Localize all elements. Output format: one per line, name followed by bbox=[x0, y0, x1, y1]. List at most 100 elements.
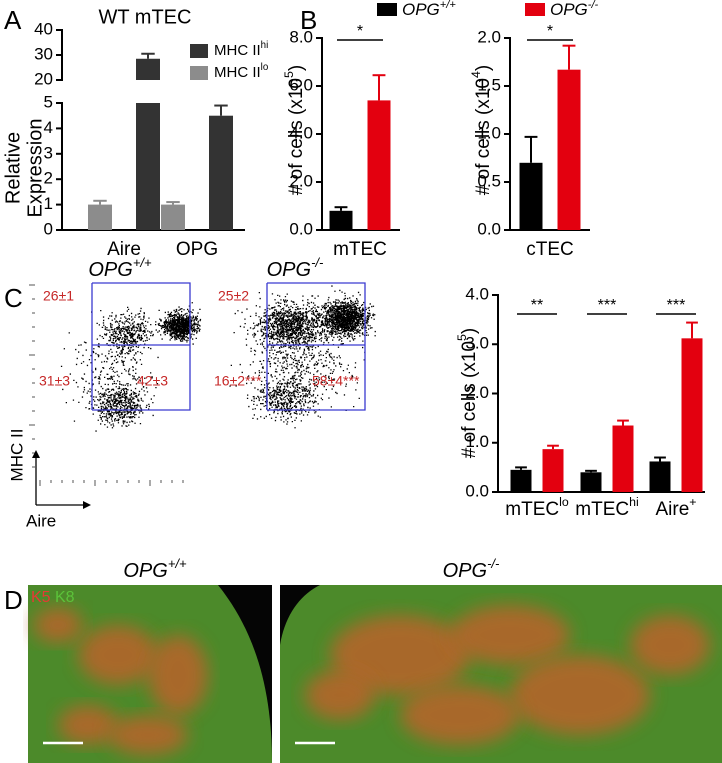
y-tick-label: 5 bbox=[44, 92, 53, 111]
tissue-region bbox=[400, 685, 520, 745]
stain-label: K5 bbox=[31, 589, 51, 606]
y-tick-label: 4 bbox=[44, 118, 53, 137]
y-tick-label: 2.0 bbox=[477, 27, 501, 46]
bar bbox=[136, 58, 160, 80]
legend-swatch bbox=[525, 3, 545, 16]
x-tick-label-part: mTEC bbox=[575, 499, 629, 520]
panel-letter: C bbox=[4, 283, 23, 313]
y-axis-label: # of cells (x105) bbox=[282, 65, 307, 195]
y-axis-label-part: # of cells (x10 bbox=[459, 341, 480, 458]
y-tick-label: 4.0 bbox=[289, 123, 313, 142]
y-axis-label: Relative bbox=[2, 132, 24, 204]
significance-label: *** bbox=[667, 297, 686, 314]
y-axis-label-sup: 5 bbox=[282, 71, 296, 78]
legend-label-part: MHC II bbox=[214, 64, 261, 81]
x-tick-label: mTEChi bbox=[575, 495, 638, 520]
bar bbox=[580, 472, 602, 492]
significance-label: *** bbox=[598, 297, 617, 314]
bar bbox=[649, 461, 671, 492]
flow-dots bbox=[229, 285, 376, 429]
flow-dots bbox=[60, 302, 202, 432]
gate bbox=[267, 282, 366, 411]
gate-label: 25±2 bbox=[218, 288, 249, 304]
y-tick-label: 8.0 bbox=[289, 27, 313, 46]
legend-swatch bbox=[190, 44, 208, 58]
flow-y-label: MHC II bbox=[7, 429, 26, 482]
plot-title-sup: -/- bbox=[311, 255, 324, 270]
x-tick-label: Aire+ bbox=[655, 495, 696, 520]
legend-label: MHC IIhi bbox=[214, 40, 268, 59]
y-axis-label-part: # of cells (x10 bbox=[473, 78, 494, 195]
gate-label: 26±1 bbox=[43, 288, 74, 304]
stain-label: K8 bbox=[55, 589, 75, 606]
y-axis-label-sup: 5 bbox=[455, 334, 469, 341]
tissue-region bbox=[330, 615, 470, 695]
bar bbox=[612, 425, 634, 492]
legend-label-sup: lo bbox=[261, 62, 269, 73]
x-tick-label: OPG bbox=[176, 239, 218, 260]
y-tick-label: 1.5 bbox=[477, 75, 501, 94]
x-tick-label-part: mTEC bbox=[505, 499, 559, 520]
y-axis-label: Expression bbox=[24, 119, 46, 218]
legend-label-sup: -/- bbox=[588, 0, 599, 11]
tissue-region bbox=[305, 670, 375, 720]
panel-letter: D bbox=[4, 585, 23, 615]
y-tick-label: 40 bbox=[34, 19, 53, 38]
y-axis-label-part: ) bbox=[473, 65, 494, 71]
bar bbox=[519, 162, 543, 230]
image-title: OPG+/+ bbox=[123, 556, 187, 582]
y-tick-label: 0.5 bbox=[477, 171, 501, 190]
y-axis-label: # of cells (x105) bbox=[455, 328, 480, 458]
legend-label: MHC IIlo bbox=[214, 62, 269, 81]
legend-swatch bbox=[190, 66, 208, 80]
legend-label-sup: +/+ bbox=[440, 0, 457, 11]
y-tick-label: 3.0 bbox=[465, 334, 489, 353]
y-axis-label-part: # of cells (x10 bbox=[286, 78, 307, 195]
chart-title: WT mTEC bbox=[99, 6, 192, 28]
gate-label: 58±4*** bbox=[312, 373, 360, 389]
y-tick-label: 2.0 bbox=[465, 383, 489, 402]
image-title: OPG-/- bbox=[443, 556, 500, 582]
gate-label: 31±3 bbox=[39, 373, 70, 389]
bar bbox=[209, 115, 233, 230]
legend-label-part: OPG bbox=[550, 0, 588, 19]
y-tick-label: 0.0 bbox=[289, 219, 313, 238]
y-tick-label: 0.0 bbox=[465, 481, 489, 500]
tissue-region bbox=[450, 605, 570, 665]
x-tick-label-sup: + bbox=[689, 495, 696, 509]
x-tick-label: cTEC bbox=[526, 239, 574, 260]
significance-label: * bbox=[547, 23, 553, 40]
x-tick-label: Aire bbox=[107, 239, 141, 260]
gate-label: 42±3 bbox=[137, 373, 168, 389]
tissue-region bbox=[58, 705, 118, 745]
y-tick-label: 0.0 bbox=[477, 219, 501, 238]
gate-label: 16±2*** bbox=[214, 373, 262, 389]
plot-title: OPG+/+ bbox=[88, 255, 152, 281]
x-tick-label-part: Aire bbox=[655, 499, 689, 520]
flow-axis-arrow bbox=[83, 501, 91, 509]
y-axis-label: # of cells (x104) bbox=[469, 65, 494, 195]
y-tick-label: 1 bbox=[44, 194, 53, 213]
panel-letter: A bbox=[4, 5, 22, 35]
bar bbox=[329, 210, 353, 230]
bar bbox=[510, 469, 532, 492]
y-tick-label: 1.0 bbox=[477, 123, 501, 142]
bar bbox=[681, 338, 703, 492]
plot-title: OPG-/- bbox=[267, 255, 324, 281]
x-tick-label-part: cTEC bbox=[526, 239, 574, 260]
panel-letter: B bbox=[300, 5, 317, 35]
legend-label-part: MHC II bbox=[214, 42, 261, 59]
y-tick-label: 2.0 bbox=[289, 171, 313, 190]
flow-x-label: Aire bbox=[26, 511, 56, 530]
tissue-region bbox=[33, 607, 83, 643]
image-title-part: OPG bbox=[123, 560, 167, 582]
flow-axis-arrow bbox=[32, 450, 40, 458]
y-tick-label: 1.0 bbox=[465, 432, 489, 451]
y-axis-label-part: ) bbox=[459, 328, 480, 334]
image-title-part: OPG bbox=[443, 560, 487, 582]
plot-title-sup: +/+ bbox=[133, 255, 152, 270]
legend-swatch bbox=[377, 3, 397, 16]
legend-label: OPG+/+ bbox=[402, 0, 456, 19]
image-title-sup: -/- bbox=[487, 556, 500, 571]
